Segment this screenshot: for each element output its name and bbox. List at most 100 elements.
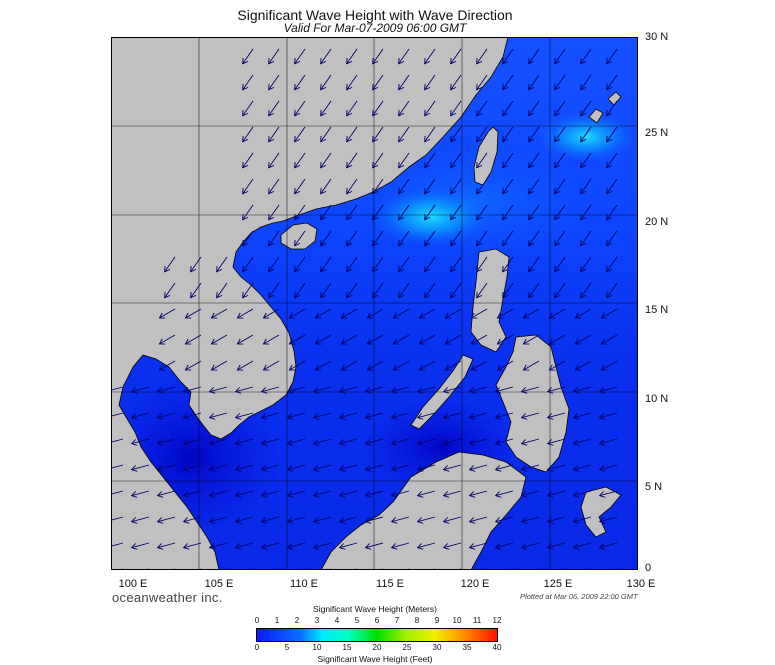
arrow-head xyxy=(554,213,561,221)
arrow-head xyxy=(554,291,561,299)
direction-arrow xyxy=(398,48,410,65)
direction-arrow xyxy=(190,256,202,273)
arrow-head xyxy=(450,109,457,117)
lon-label-110e: 110 E xyxy=(290,578,318,590)
lat-label-30n: 30 N xyxy=(645,31,669,43)
arrow-head xyxy=(320,83,327,91)
direction-arrow xyxy=(365,516,384,523)
arrow-head xyxy=(372,291,379,299)
direction-arrow xyxy=(242,256,254,273)
direction-arrow xyxy=(268,230,280,247)
direction-arrow xyxy=(606,48,618,65)
direction-arrow xyxy=(476,74,488,91)
direction-arrow xyxy=(320,256,332,273)
arrow-head xyxy=(528,291,535,299)
direction-arrow xyxy=(521,464,540,471)
arrow-head xyxy=(574,364,582,371)
arrow-head xyxy=(260,543,268,550)
arrow-head xyxy=(338,517,346,524)
arrow-head xyxy=(364,413,372,420)
arrow-head xyxy=(572,517,580,524)
direction-arrow xyxy=(599,516,618,523)
arrow-head xyxy=(554,83,561,91)
direction-arrow xyxy=(313,412,332,419)
arrow-head xyxy=(502,187,509,195)
arrow-head xyxy=(242,161,249,169)
arrow-head xyxy=(312,387,320,394)
arrow-head xyxy=(346,83,353,91)
direction-arrow xyxy=(424,282,436,299)
arrow-head xyxy=(208,387,216,394)
direction-arrow xyxy=(183,542,202,549)
arrow-head xyxy=(606,291,613,299)
arrow-head xyxy=(502,291,509,299)
direction-arrow xyxy=(287,542,306,549)
arrow-head xyxy=(598,517,606,524)
direction-arrow xyxy=(346,126,358,143)
direction-arrow xyxy=(315,360,332,371)
arrow-head xyxy=(234,413,242,420)
direction-arrow xyxy=(398,152,410,169)
direction-arrow xyxy=(372,256,384,273)
meter-tick: 12 xyxy=(492,616,502,625)
direction-arrow xyxy=(289,360,306,371)
arrow-head xyxy=(320,265,327,273)
direction-arrow xyxy=(268,126,280,143)
meter-tick: 10 xyxy=(452,616,462,625)
direction-arrow xyxy=(417,542,436,549)
arrow-head xyxy=(366,364,374,371)
direction-arrow xyxy=(320,230,332,247)
arrow-head xyxy=(444,312,452,319)
arrow-head xyxy=(372,57,379,65)
luzon-island xyxy=(470,248,510,353)
direction-arrow xyxy=(242,152,254,169)
direction-arrow xyxy=(497,360,514,371)
direction-arrow xyxy=(502,100,514,117)
arrow-head xyxy=(364,465,372,472)
direction-arrow xyxy=(131,464,150,471)
arrow-head xyxy=(208,543,216,550)
direction-arrow xyxy=(111,490,124,495)
meter-tick: 2 xyxy=(294,616,300,625)
direction-arrow xyxy=(346,48,358,65)
direction-arrow xyxy=(549,334,566,345)
direction-arrow xyxy=(372,204,384,221)
arrow-head xyxy=(294,239,301,247)
arrow-head xyxy=(312,543,320,550)
direction-arrow xyxy=(391,516,410,523)
direction-arrow xyxy=(495,386,514,393)
arrow-head xyxy=(442,413,450,420)
arrow-head xyxy=(606,135,613,143)
arrow-head xyxy=(476,161,483,169)
arrow-head xyxy=(346,213,353,221)
arrow-head xyxy=(444,338,452,345)
arrow-head xyxy=(320,109,327,117)
direction-arrow xyxy=(287,464,306,471)
direction-arrow xyxy=(419,360,436,371)
arrow-head xyxy=(468,465,476,472)
meter-tick: 7 xyxy=(394,616,400,625)
wave-peak-east xyxy=(536,112,636,162)
arrow-head xyxy=(208,439,216,446)
direction-arrow xyxy=(131,516,150,523)
direction-arrow xyxy=(211,334,228,345)
direction-arrow xyxy=(367,308,384,319)
direction-arrow xyxy=(575,360,592,371)
arrow-head xyxy=(262,312,270,319)
arrow-head xyxy=(450,161,457,169)
arrow-head xyxy=(598,439,606,446)
arrow-head xyxy=(366,338,374,345)
arrow-head xyxy=(398,187,405,195)
arrow-head xyxy=(502,109,509,117)
direction-arrow xyxy=(450,178,462,195)
arrow-head xyxy=(156,517,164,524)
map-title: Significant Wave Height with Wave Direct… xyxy=(237,7,513,23)
arrow-head xyxy=(320,239,327,247)
meter-tick: 5 xyxy=(354,616,360,625)
direction-arrow xyxy=(580,256,592,273)
arrow-head xyxy=(390,465,398,472)
arrow-head xyxy=(156,465,164,472)
direction-arrow xyxy=(211,360,228,371)
direction-arrow xyxy=(580,74,592,91)
direction-arrow xyxy=(372,230,384,247)
